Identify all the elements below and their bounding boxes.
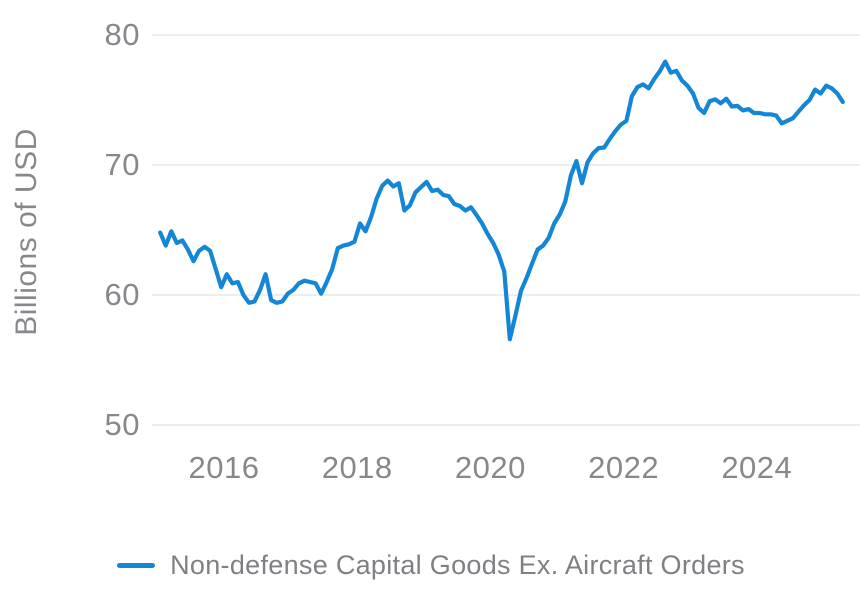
y-tick-label-70: 70 <box>104 147 140 182</box>
x-tick-label-2016: 2016 <box>188 450 260 485</box>
y-tick-label-80: 80 <box>104 17 140 52</box>
data-line <box>158 59 845 342</box>
x-tick-label-2020: 2020 <box>454 450 526 485</box>
legend-label: Non-defense Capital Goods Ex. Aircraft O… <box>170 550 745 580</box>
x-tick-label-2018: 2018 <box>321 450 393 485</box>
x-tick-label-2024: 2024 <box>721 450 793 485</box>
gridlines <box>152 34 860 426</box>
legend-line-swatch <box>117 562 156 568</box>
y-tick-label-60: 60 <box>104 277 140 312</box>
y-axis-label: Billions of USD <box>10 128 43 336</box>
legend: Non-defense Capital Goods Ex. Aircraft O… <box>0 549 862 581</box>
y-tick-label-50: 50 <box>104 407 140 442</box>
x-tick-label-2022: 2022 <box>588 450 660 485</box>
